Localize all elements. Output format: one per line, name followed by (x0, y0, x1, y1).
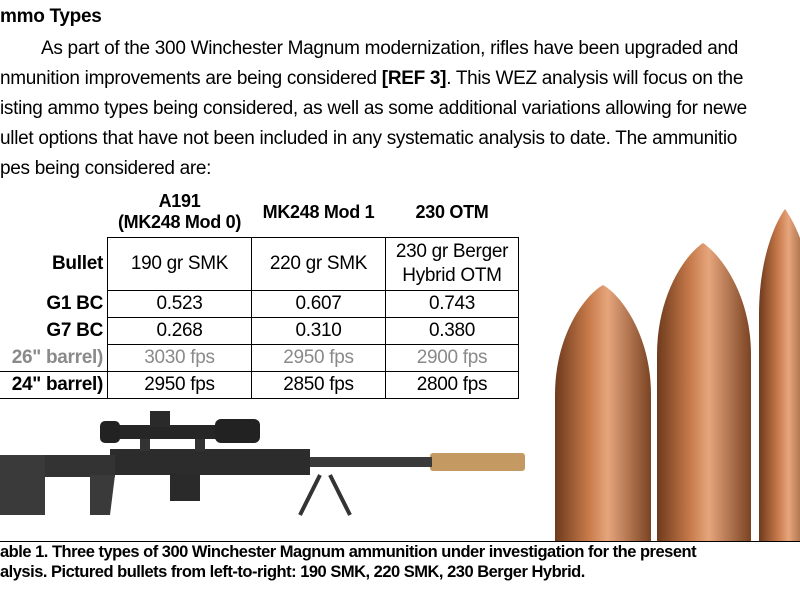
row-label: G1 BC (46, 293, 103, 314)
reference-link: [REF 3] (381, 68, 447, 89)
table-cell: 2950 fps (107, 371, 252, 399)
bullet-190-smk (555, 285, 651, 541)
bullet-230-berger (759, 209, 800, 541)
paragraph-line-4: ullet options that have not been include… (0, 128, 738, 149)
bullets-image (555, 209, 800, 541)
row-label: Bullet (52, 253, 103, 274)
table-row: G7 BC 0.268 0.310 0.380 (0, 317, 519, 345)
paragraph-text: . This WEZ analysis will focus on the (446, 68, 744, 89)
caption-divider (0, 541, 800, 542)
rifle-image (0, 411, 525, 516)
table-cell: 2850 fps (251, 371, 386, 399)
table-cell: 3030 fps (107, 344, 252, 372)
cell-text: 230 gr Berger (395, 241, 509, 262)
table-cell: 2950 fps (251, 344, 386, 372)
table-row: 24" barrel) 2950 fps 2850 fps 2800 fps (0, 371, 519, 399)
paragraph-line-1: As part of the 300 Winchester Magnum mod… (41, 38, 739, 59)
table-header-row: A191 (MK248 Mod 0) MK248 Mod 1 230 OTM (0, 187, 519, 238)
cell-text: Hybrid OTM (402, 265, 502, 286)
ammo-table: A191 (MK248 Mod 0) MK248 Mod 1 230 OTM Bu… (0, 187, 519, 399)
header-empty (0, 187, 108, 238)
section-heading: mmo Types (0, 6, 102, 27)
table-cell: 220 gr SMK (251, 237, 386, 291)
row-label: 26" barrel) (11, 346, 104, 368)
table-cell: 0.310 (251, 317, 386, 345)
table-cell: 190 gr SMK (107, 237, 252, 291)
table-cell: 2800 fps (385, 371, 519, 399)
table-cell: 0.743 (385, 290, 519, 318)
table-cell: 0.607 (251, 290, 386, 318)
bullet-220-smk (657, 243, 751, 541)
paragraph-line-5: pes being considered are: (0, 158, 212, 179)
paragraph-line-3: isting ammo types being considered, as w… (0, 98, 747, 119)
table-cell: 0.380 (385, 317, 519, 345)
table-cell: 2900 fps (385, 344, 519, 372)
table-row: 26" barrel) 3030 fps 2950 fps 2900 fps (0, 344, 519, 372)
table-row: Bullet 190 gr SMK 220 gr SMK 230 gr Berg… (0, 237, 519, 291)
header-230-otm: 230 OTM (415, 201, 489, 222)
row-label: G7 BC (46, 320, 103, 341)
paragraph-text: nmunition improvements are being conside… (0, 68, 382, 89)
table-cell: 0.523 (107, 290, 252, 318)
header-mk248-mod1: MK248 Mod 1 (262, 201, 375, 222)
caption-line-2: alysis. Pictured bullets from left-to-ri… (0, 563, 585, 581)
header-text: (MK248 Mod 0) (117, 212, 242, 232)
header-a191: A191 (MK248 Mod 0) (108, 187, 252, 238)
paragraph-line-2: nmunition improvements are being conside… (0, 68, 743, 90)
table-row: G1 BC 0.523 0.607 0.743 (0, 290, 519, 318)
table-cell: 0.268 (107, 317, 252, 345)
header-text: A191 (158, 191, 201, 211)
table-cell: 230 gr Berger Hybrid OTM (385, 237, 519, 291)
caption-line-1: able 1. Three types of 300 Winchester Ma… (0, 543, 697, 561)
row-label: 24" barrel) (11, 374, 104, 395)
